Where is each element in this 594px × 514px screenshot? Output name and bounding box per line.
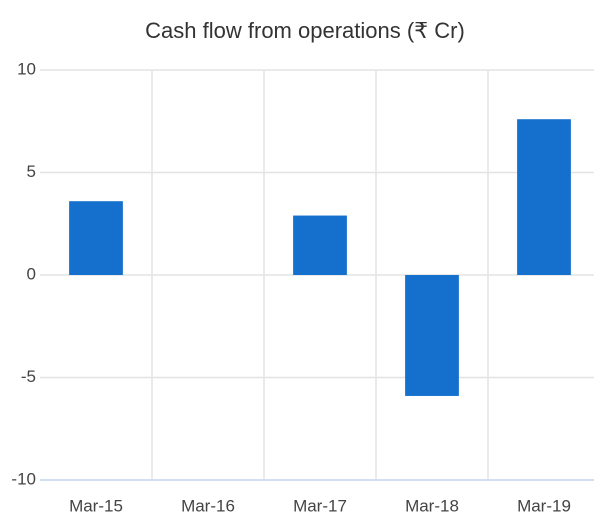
x-tick-label: Mar-16 <box>181 496 235 514</box>
y-tick-label: -10 <box>11 469 36 488</box>
x-tick-label: Mar-15 <box>69 496 123 514</box>
bar <box>293 215 347 275</box>
x-tick-label: Mar-17 <box>293 496 347 514</box>
bar <box>517 119 571 275</box>
bar <box>405 275 459 396</box>
y-tick-label: 0 <box>27 264 36 283</box>
y-tick-label: 10 <box>17 59 36 78</box>
y-tick-label: 5 <box>27 162 36 181</box>
bar <box>69 201 123 275</box>
chart-title: Cash flow from operations (₹ Cr) <box>145 18 465 43</box>
y-tick-label: -5 <box>21 367 36 386</box>
x-tick-label: Mar-18 <box>405 496 459 514</box>
x-tick-label: Mar-19 <box>517 496 571 514</box>
